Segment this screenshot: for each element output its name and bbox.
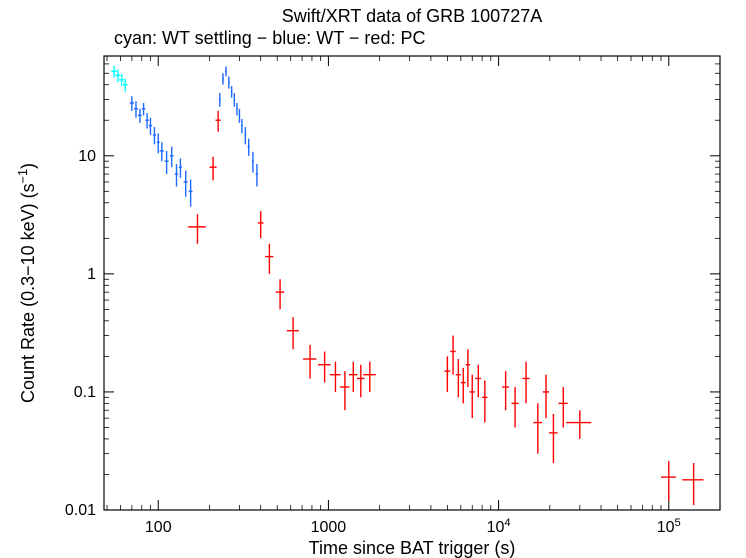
y-tick-label: 0.1	[74, 384, 96, 401]
chart-container: Swift/XRT data of GRB 100727Acyan: WT se…	[0, 0, 746, 558]
chart-subtitle: cyan: WT settling − blue: WT − red: PC	[114, 28, 425, 48]
y-tick-label: 1	[87, 266, 96, 283]
y-tick-label: 10	[78, 148, 96, 165]
y-axis-label: Count Rate (0.3−10 keV) (s−1)	[16, 163, 38, 403]
chart-svg: Swift/XRT data of GRB 100727Acyan: WT se…	[0, 0, 746, 558]
chart-title: Swift/XRT data of GRB 100727A	[282, 6, 542, 26]
x-axis-label: Time since BAT trigger (s)	[309, 538, 516, 558]
x-tick-label: 1000	[311, 519, 347, 536]
x-tick-label: 100	[145, 519, 172, 536]
y-tick-label: 0.01	[65, 502, 96, 519]
